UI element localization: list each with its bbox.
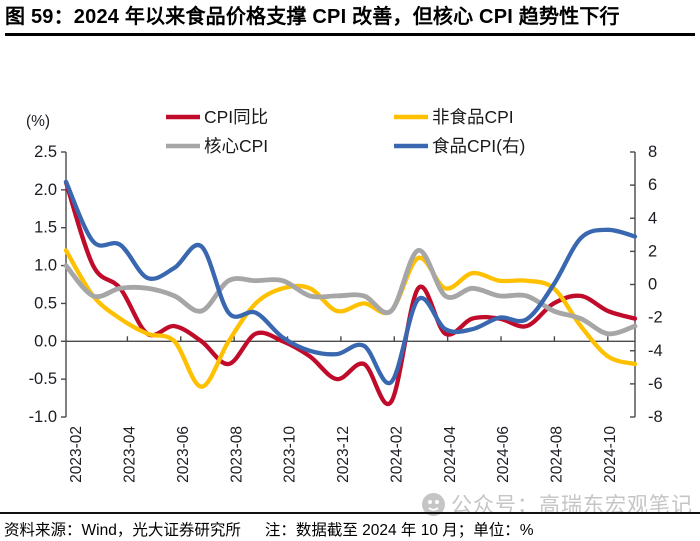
right-axis-tick-label: 6 (648, 176, 657, 194)
left-axis-tick-label: 1.5 (34, 219, 57, 237)
legend-label-非食品CPI: 非食品CPI (432, 107, 514, 127)
legend-label-CPI同比: CPI同比 (204, 107, 268, 127)
left-axis-tick-label: 2.5 (34, 143, 57, 161)
x-axis-tick-label: 2023-04 (122, 426, 139, 483)
right-axis-tick-label: -8 (648, 408, 663, 426)
x-axis-tick-label: 2023-06 (175, 426, 192, 483)
left-axis-unit-label: (%) (26, 113, 50, 130)
page-title: 图 59：2024 年以来食品价格支撑 CPI 改善，但核心 CPI 趋势性下行 (5, 3, 695, 36)
source-text: 资料来源：Wind，光大证券研究所 (4, 522, 241, 539)
left-axis-tick-label: -0.5 (29, 370, 57, 388)
left-axis-tick-label: 2.0 (34, 181, 57, 199)
left-axis-tick-label: 0.0 (34, 332, 57, 350)
legend-label-食品CPI(右): 食品CPI(右) (432, 136, 525, 156)
right-axis-tick-label: -2 (648, 309, 663, 327)
series-line-食品CPI(右) (63, 179, 638, 386)
x-axis-tick-label: 2024-06 (495, 426, 512, 483)
legend-label-核心CPI: 核心CPI (204, 136, 268, 156)
left-axis-tick-label: -1.0 (29, 408, 57, 426)
source-note: 资料来源：Wind，光大证券研究所 注：数据截至 2024 年 10 月；单位：% (0, 512, 700, 540)
left-axis-tick-label: 0.5 (34, 294, 57, 312)
x-axis-tick-label: 2023-10 (282, 426, 299, 483)
x-axis-tick-label: 2024-04 (442, 426, 459, 483)
watermark-text: 公众号：高瑞东宏观笔记 (451, 494, 693, 517)
x-axis-tick-label: 2023-02 (68, 426, 85, 483)
right-axis-tick-label: -6 (648, 375, 663, 393)
right-axis-tick-label: 2 (648, 242, 657, 260)
left-axis-tick-label: 1.0 (34, 257, 57, 275)
right-axis-tick-label: -4 (648, 342, 663, 360)
right-axis-tick-label: 4 (648, 209, 657, 227)
series-line-非食品CPI (63, 248, 638, 389)
note-text: 注：数据截至 2024 年 10 月；单位：% (264, 522, 534, 539)
right-axis-tick-label: 8 (648, 143, 657, 161)
x-axis-tick-label: 2024-10 (602, 426, 619, 483)
x-axis-tick-label: 2023-12 (335, 426, 352, 483)
x-axis-tick-label: 2023-08 (228, 426, 245, 483)
x-axis-tick-label: 2024-02 (389, 426, 406, 483)
x-axis-tick-label: 2024-08 (549, 426, 566, 483)
right-axis-tick-label: 0 (648, 276, 657, 294)
watermark: 公众号：高瑞东宏观笔记 (421, 489, 693, 519)
wechat-official-account-icon (422, 492, 445, 516)
